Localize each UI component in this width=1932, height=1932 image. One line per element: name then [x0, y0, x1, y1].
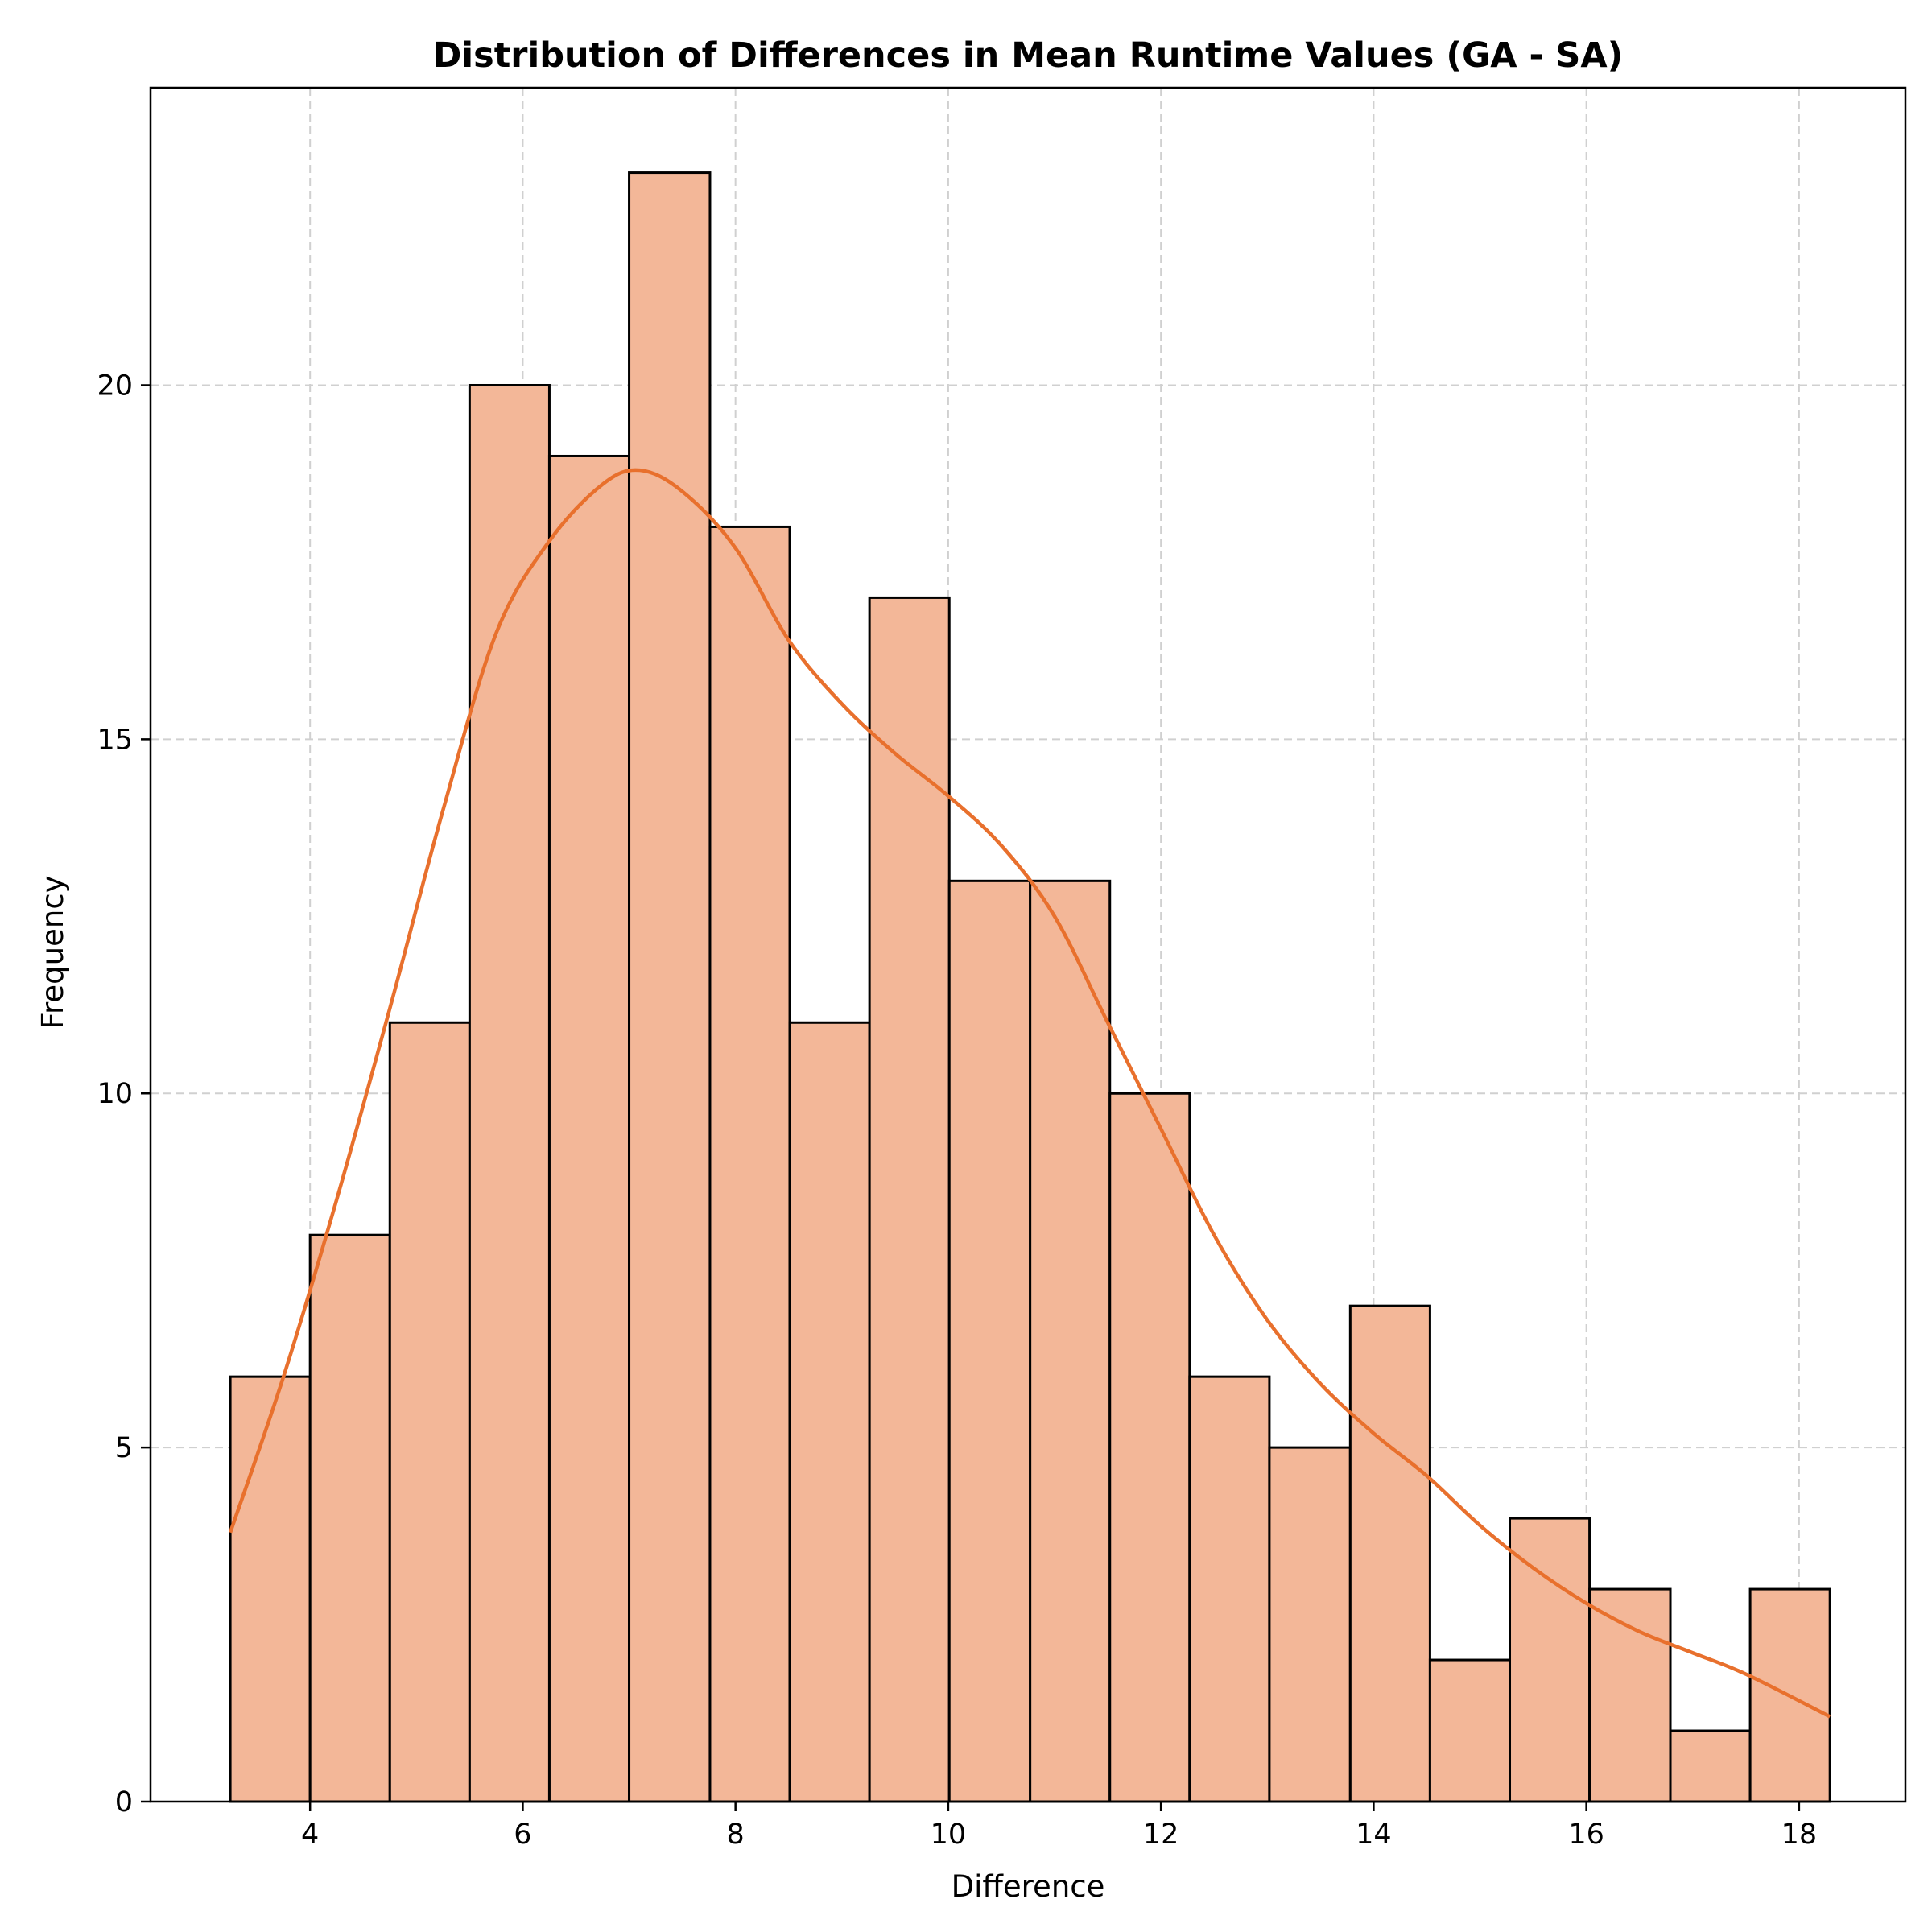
plot-frame [149, 86, 1907, 1803]
y-tick-label-3: 15 [97, 724, 133, 756]
histogram-bar-5 [628, 171, 712, 1803]
histogram-bar-9 [947, 879, 1032, 1803]
chart-title: Distribution of Differences in Mean Runt… [433, 35, 1624, 76]
histogram-bar-0 [229, 1375, 312, 1803]
histogram-bar-16 [1509, 1517, 1591, 1803]
x-axis-label: Difference [952, 1869, 1105, 1904]
x-tick-label-0: 4 [301, 1818, 319, 1851]
histogram-bar-8 [868, 596, 951, 1803]
kde-line [228, 468, 1831, 1719]
histogram-bar-11 [1108, 1092, 1191, 1803]
histogram-bar-7 [788, 1021, 871, 1803]
histogram-bar-13 [1268, 1446, 1352, 1803]
histogram-bar-14 [1348, 1304, 1431, 1803]
x-tick-label-4: 12 [1143, 1818, 1179, 1851]
kde-curve [228, 468, 1831, 1719]
histogram-bar-4 [547, 454, 631, 1803]
x-tick-label-5: 14 [1356, 1818, 1392, 1851]
x-axis-ticks: 4 6 8 10 12 14 16 18 [301, 1802, 1817, 1851]
y-axis-ticks: 0 5 10 15 20 [97, 369, 151, 1818]
histogram-bar-10 [1029, 879, 1112, 1803]
y-tick-label-0: 0 [115, 1786, 133, 1818]
x-tick-label-1: 6 [514, 1818, 531, 1851]
histogram-bar-6 [708, 525, 791, 1803]
x-tick-label-3: 10 [931, 1818, 967, 1851]
histogram-bar-1 [308, 1233, 391, 1803]
histogram-bar-2 [388, 1021, 471, 1803]
histogram-bar-12 [1188, 1375, 1271, 1803]
y-axis-label: Frequency [35, 875, 70, 1029]
histogram-bar-17 [1588, 1587, 1672, 1803]
histogram-bar-3 [468, 383, 551, 1803]
x-tick-label-7: 18 [1781, 1818, 1818, 1851]
histogram-bar-18 [1669, 1729, 1752, 1803]
y-tick-label-4: 20 [97, 369, 133, 402]
histogram-bars [229, 171, 1831, 1803]
x-tick-label-2: 8 [727, 1818, 745, 1851]
y-tick-label-2: 10 [97, 1078, 133, 1110]
histogram-bar-15 [1428, 1658, 1512, 1803]
x-tick-label-6: 16 [1568, 1818, 1604, 1851]
y-tick-label-1: 5 [115, 1432, 133, 1464]
